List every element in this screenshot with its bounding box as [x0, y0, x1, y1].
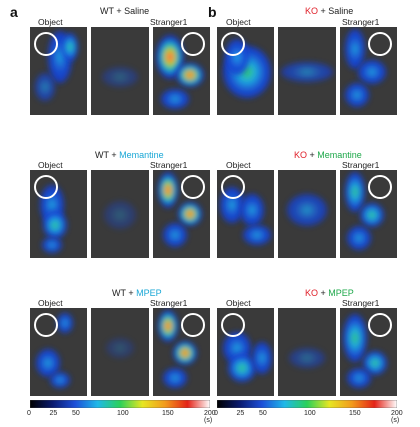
genotype-label: WT: [112, 288, 126, 298]
colorbar-tick-label: 200 (s): [204, 410, 216, 424]
heatmap-ko-mpep: [217, 308, 397, 396]
separator: +: [125, 288, 137, 298]
genotype-label: KO: [305, 6, 319, 16]
stranger-label: Stranger1: [150, 160, 188, 170]
separator: +: [108, 150, 120, 160]
stranger-label: Stranger1: [342, 17, 380, 27]
object-label: Object: [226, 160, 251, 170]
separator: +: [318, 288, 329, 298]
genotype-label: KO: [305, 288, 319, 298]
drug-label: MPEP: [328, 288, 354, 298]
object-label: Object: [38, 17, 63, 27]
colorbar-tick-label: 0: [27, 410, 31, 417]
colorbar-tick-label: 100: [304, 410, 316, 417]
heatmap-wt-saline: [30, 27, 210, 115]
object-label: Object: [38, 298, 63, 308]
condition-title-a2: WT + Memantine: [95, 150, 164, 160]
condition-title-a3: WT + MPEP: [112, 288, 162, 298]
separator: +: [113, 6, 125, 16]
colorbar-tick-label: 0: [214, 410, 218, 417]
genotype-label: KO: [294, 150, 308, 160]
colorbar-tick-label: 150: [162, 410, 174, 417]
colorbar-tick-label: 25: [236, 410, 245, 417]
object-label: Object: [38, 160, 63, 170]
drug-label: Saline: [328, 6, 354, 16]
stranger-label: Stranger1: [342, 160, 380, 170]
condition-title-b1: KO + Saline: [305, 6, 353, 16]
colorbar-tick-label: 100: [117, 410, 129, 417]
separator: +: [307, 150, 318, 160]
condition-title-b3: KO + MPEP: [305, 288, 354, 298]
colorbar-ticks-b: 0 25 50 100 150 200 (s): [214, 410, 403, 424]
stranger-label: Stranger1: [342, 298, 380, 308]
drug-label: Saline: [124, 6, 150, 16]
object-label: Object: [226, 17, 251, 27]
heatmap-ko-memantine: [217, 170, 397, 258]
colorbar-tick-label: 25: [49, 410, 58, 417]
colorbar-a: [30, 400, 210, 408]
genotype-label: WT: [100, 6, 114, 16]
panel-label-b: b: [208, 4, 217, 20]
colorbar-tick-label: 50: [72, 410, 80, 417]
panel-label-a: a: [10, 4, 18, 20]
heatmap-ko-saline: [217, 27, 397, 115]
condition-title-a1: WT + Saline: [100, 6, 149, 16]
stranger-label: Stranger1: [150, 17, 188, 27]
colorbar-tick-label: 150: [349, 410, 361, 417]
object-label: Object: [226, 298, 251, 308]
condition-title-b2: KO + Memantine: [294, 150, 362, 160]
colorbar-tick-label: 200 (s): [391, 410, 403, 424]
drug-label: MPEP: [136, 288, 162, 298]
separator: +: [318, 6, 329, 16]
genotype-label: WT: [95, 150, 109, 160]
drug-label: Memantine: [317, 150, 362, 160]
stranger-label: Stranger1: [150, 298, 188, 308]
colorbar-b: [217, 400, 397, 408]
drug-label: Memantine: [119, 150, 164, 160]
colorbar-tick-label: 50: [259, 410, 267, 417]
colorbar-ticks-a: 0 25 50 100 150 200 (s): [27, 410, 216, 424]
heatmap-wt-memantine: [30, 170, 210, 258]
heatmap-wt-mpep: [30, 308, 210, 396]
